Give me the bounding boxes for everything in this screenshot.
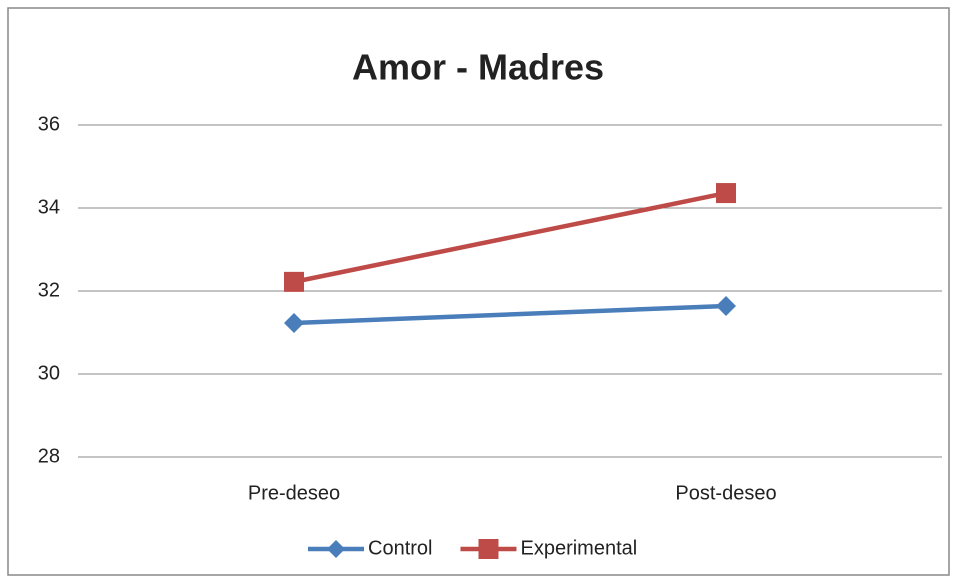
series-line xyxy=(293,190,727,285)
x-tick-label: Pre-deseo xyxy=(248,482,340,504)
chart-title: Amor - Madres xyxy=(352,47,604,88)
data-point xyxy=(716,183,736,204)
data-point xyxy=(716,295,736,316)
legend-label: Control xyxy=(368,537,432,559)
legend-marker xyxy=(327,540,345,558)
data-point xyxy=(284,271,304,292)
data-point xyxy=(284,312,304,333)
y-tick-label: 30 xyxy=(38,362,60,384)
y-tick-label: 34 xyxy=(38,196,60,218)
legend-label: Experimental xyxy=(520,537,637,559)
series-line xyxy=(293,303,727,326)
x-tick-label: Post-deseo xyxy=(675,482,776,504)
y-tick-label: 36 xyxy=(38,113,60,135)
legend-marker xyxy=(478,539,499,559)
y-tick-label: 32 xyxy=(38,279,60,301)
y-tick-label: 28 xyxy=(38,445,60,467)
